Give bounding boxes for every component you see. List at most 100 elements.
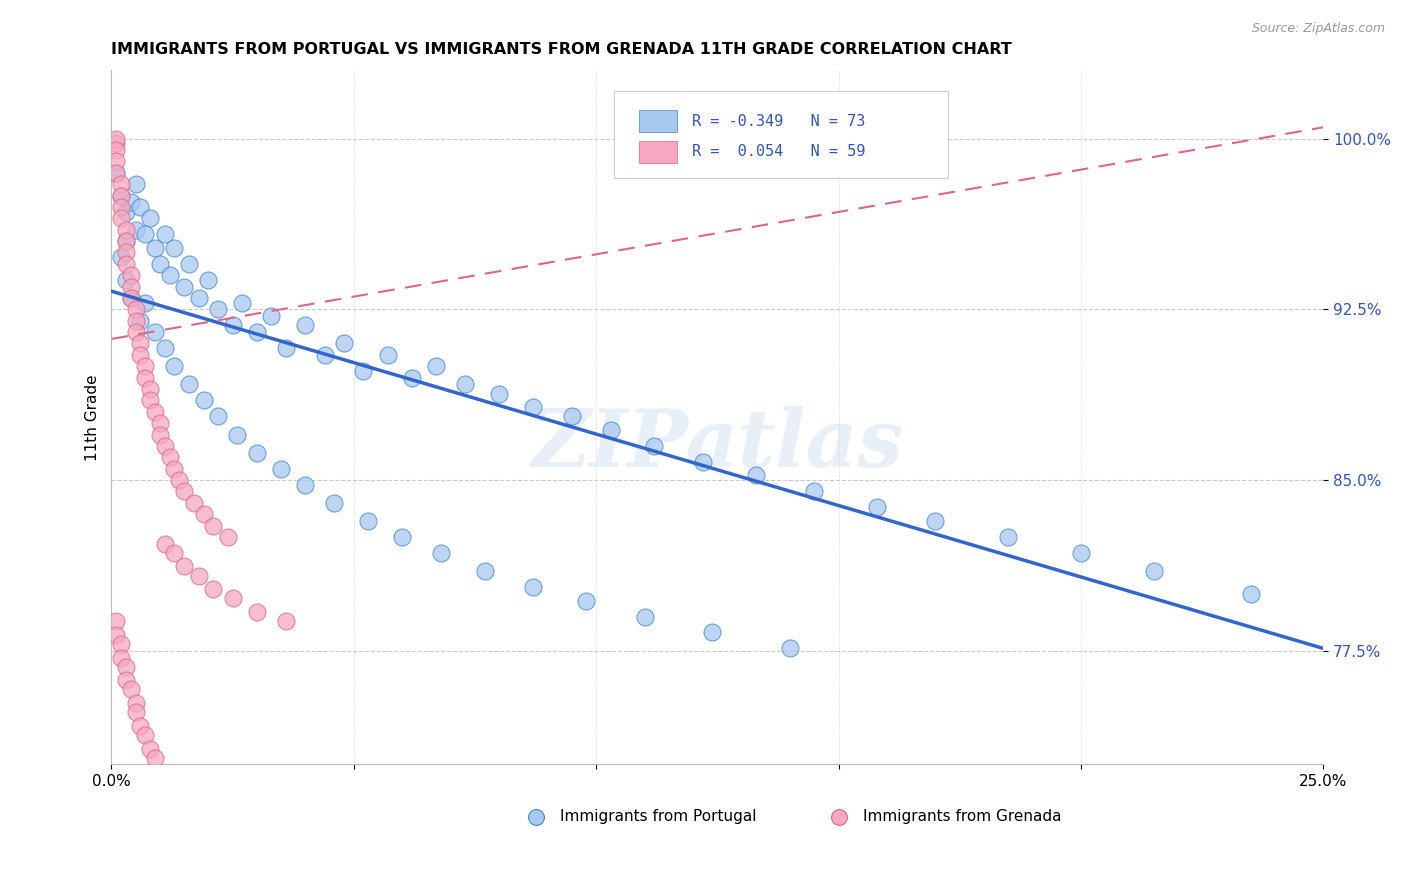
Point xyxy=(139,393,162,408)
Point xyxy=(177,377,200,392)
Point xyxy=(193,393,215,408)
Point xyxy=(391,530,413,544)
Point xyxy=(139,211,162,226)
Point xyxy=(803,484,825,499)
FancyBboxPatch shape xyxy=(638,141,678,162)
Text: ZIPatlas: ZIPatlas xyxy=(531,407,904,484)
Point xyxy=(105,143,128,157)
Point xyxy=(745,468,768,483)
Point xyxy=(169,473,191,487)
Point xyxy=(474,564,496,578)
Point xyxy=(163,461,186,475)
Point xyxy=(561,409,583,424)
Point xyxy=(177,257,200,271)
Point xyxy=(105,131,128,145)
Point xyxy=(105,154,128,169)
Point xyxy=(274,341,297,355)
Point xyxy=(159,450,181,465)
Point xyxy=(314,348,336,362)
Point xyxy=(115,234,138,248)
Point xyxy=(110,250,132,264)
Point xyxy=(163,241,186,255)
Point xyxy=(143,241,166,255)
Point xyxy=(866,500,889,515)
Point xyxy=(246,605,269,619)
Point xyxy=(153,439,176,453)
Point xyxy=(115,204,138,219)
Point xyxy=(124,223,146,237)
Text: IMMIGRANTS FROM PORTUGAL VS IMMIGRANTS FROM GRENADA 11TH GRADE CORRELATION CHART: IMMIGRANTS FROM PORTUGAL VS IMMIGRANTS F… xyxy=(111,42,1012,57)
Point xyxy=(105,136,128,151)
Point xyxy=(1239,587,1261,601)
Text: Immigrants from Grenada: Immigrants from Grenada xyxy=(863,809,1062,824)
FancyBboxPatch shape xyxy=(638,110,678,132)
Point xyxy=(110,188,132,202)
Point xyxy=(139,741,162,756)
Point xyxy=(115,673,138,688)
Point xyxy=(110,211,132,226)
Point xyxy=(163,546,186,560)
Point xyxy=(246,446,269,460)
Point xyxy=(221,318,243,333)
Point xyxy=(522,401,544,415)
Point xyxy=(120,291,142,305)
Point xyxy=(1070,546,1092,560)
Point xyxy=(575,593,598,607)
Point xyxy=(110,200,132,214)
Point xyxy=(163,359,186,374)
Point xyxy=(226,427,249,442)
Point xyxy=(323,496,346,510)
Point xyxy=(353,364,375,378)
Point xyxy=(246,325,269,339)
Point xyxy=(124,302,146,317)
Point xyxy=(120,682,142,697)
Point xyxy=(129,200,152,214)
Point xyxy=(997,530,1019,544)
Text: R =  0.054   N = 59: R = 0.054 N = 59 xyxy=(692,145,865,159)
Point xyxy=(294,477,316,491)
Point xyxy=(143,405,166,419)
Point xyxy=(129,314,152,328)
Point xyxy=(202,582,225,597)
Point xyxy=(187,291,209,305)
Point xyxy=(692,455,714,469)
Point xyxy=(105,614,128,628)
FancyBboxPatch shape xyxy=(614,91,948,178)
Point xyxy=(110,188,132,202)
Point xyxy=(231,295,253,310)
Point xyxy=(115,257,138,271)
Point xyxy=(134,728,156,742)
Point xyxy=(221,591,243,606)
Point xyxy=(134,370,156,384)
Point xyxy=(115,234,138,248)
Point xyxy=(294,318,316,333)
Point xyxy=(270,461,292,475)
Text: R = -0.349   N = 73: R = -0.349 N = 73 xyxy=(692,113,865,128)
Point xyxy=(202,518,225,533)
Point xyxy=(454,377,477,392)
Point xyxy=(115,223,138,237)
Point xyxy=(153,537,176,551)
Point xyxy=(105,166,128,180)
Point xyxy=(143,325,166,339)
Point xyxy=(173,484,195,499)
Point xyxy=(702,625,724,640)
Point xyxy=(153,227,176,242)
Point xyxy=(924,514,946,528)
Point xyxy=(153,341,176,355)
Point xyxy=(120,291,142,305)
Point xyxy=(401,370,423,384)
Point xyxy=(134,359,156,374)
Point xyxy=(197,273,219,287)
Point xyxy=(149,257,172,271)
Point xyxy=(124,705,146,719)
Point xyxy=(173,559,195,574)
Point xyxy=(207,302,229,317)
Point xyxy=(105,628,128,642)
Point xyxy=(120,279,142,293)
Point xyxy=(425,359,447,374)
Point xyxy=(105,166,128,180)
Y-axis label: 11th Grade: 11th Grade xyxy=(86,374,100,461)
Point xyxy=(173,279,195,293)
Point xyxy=(124,314,146,328)
